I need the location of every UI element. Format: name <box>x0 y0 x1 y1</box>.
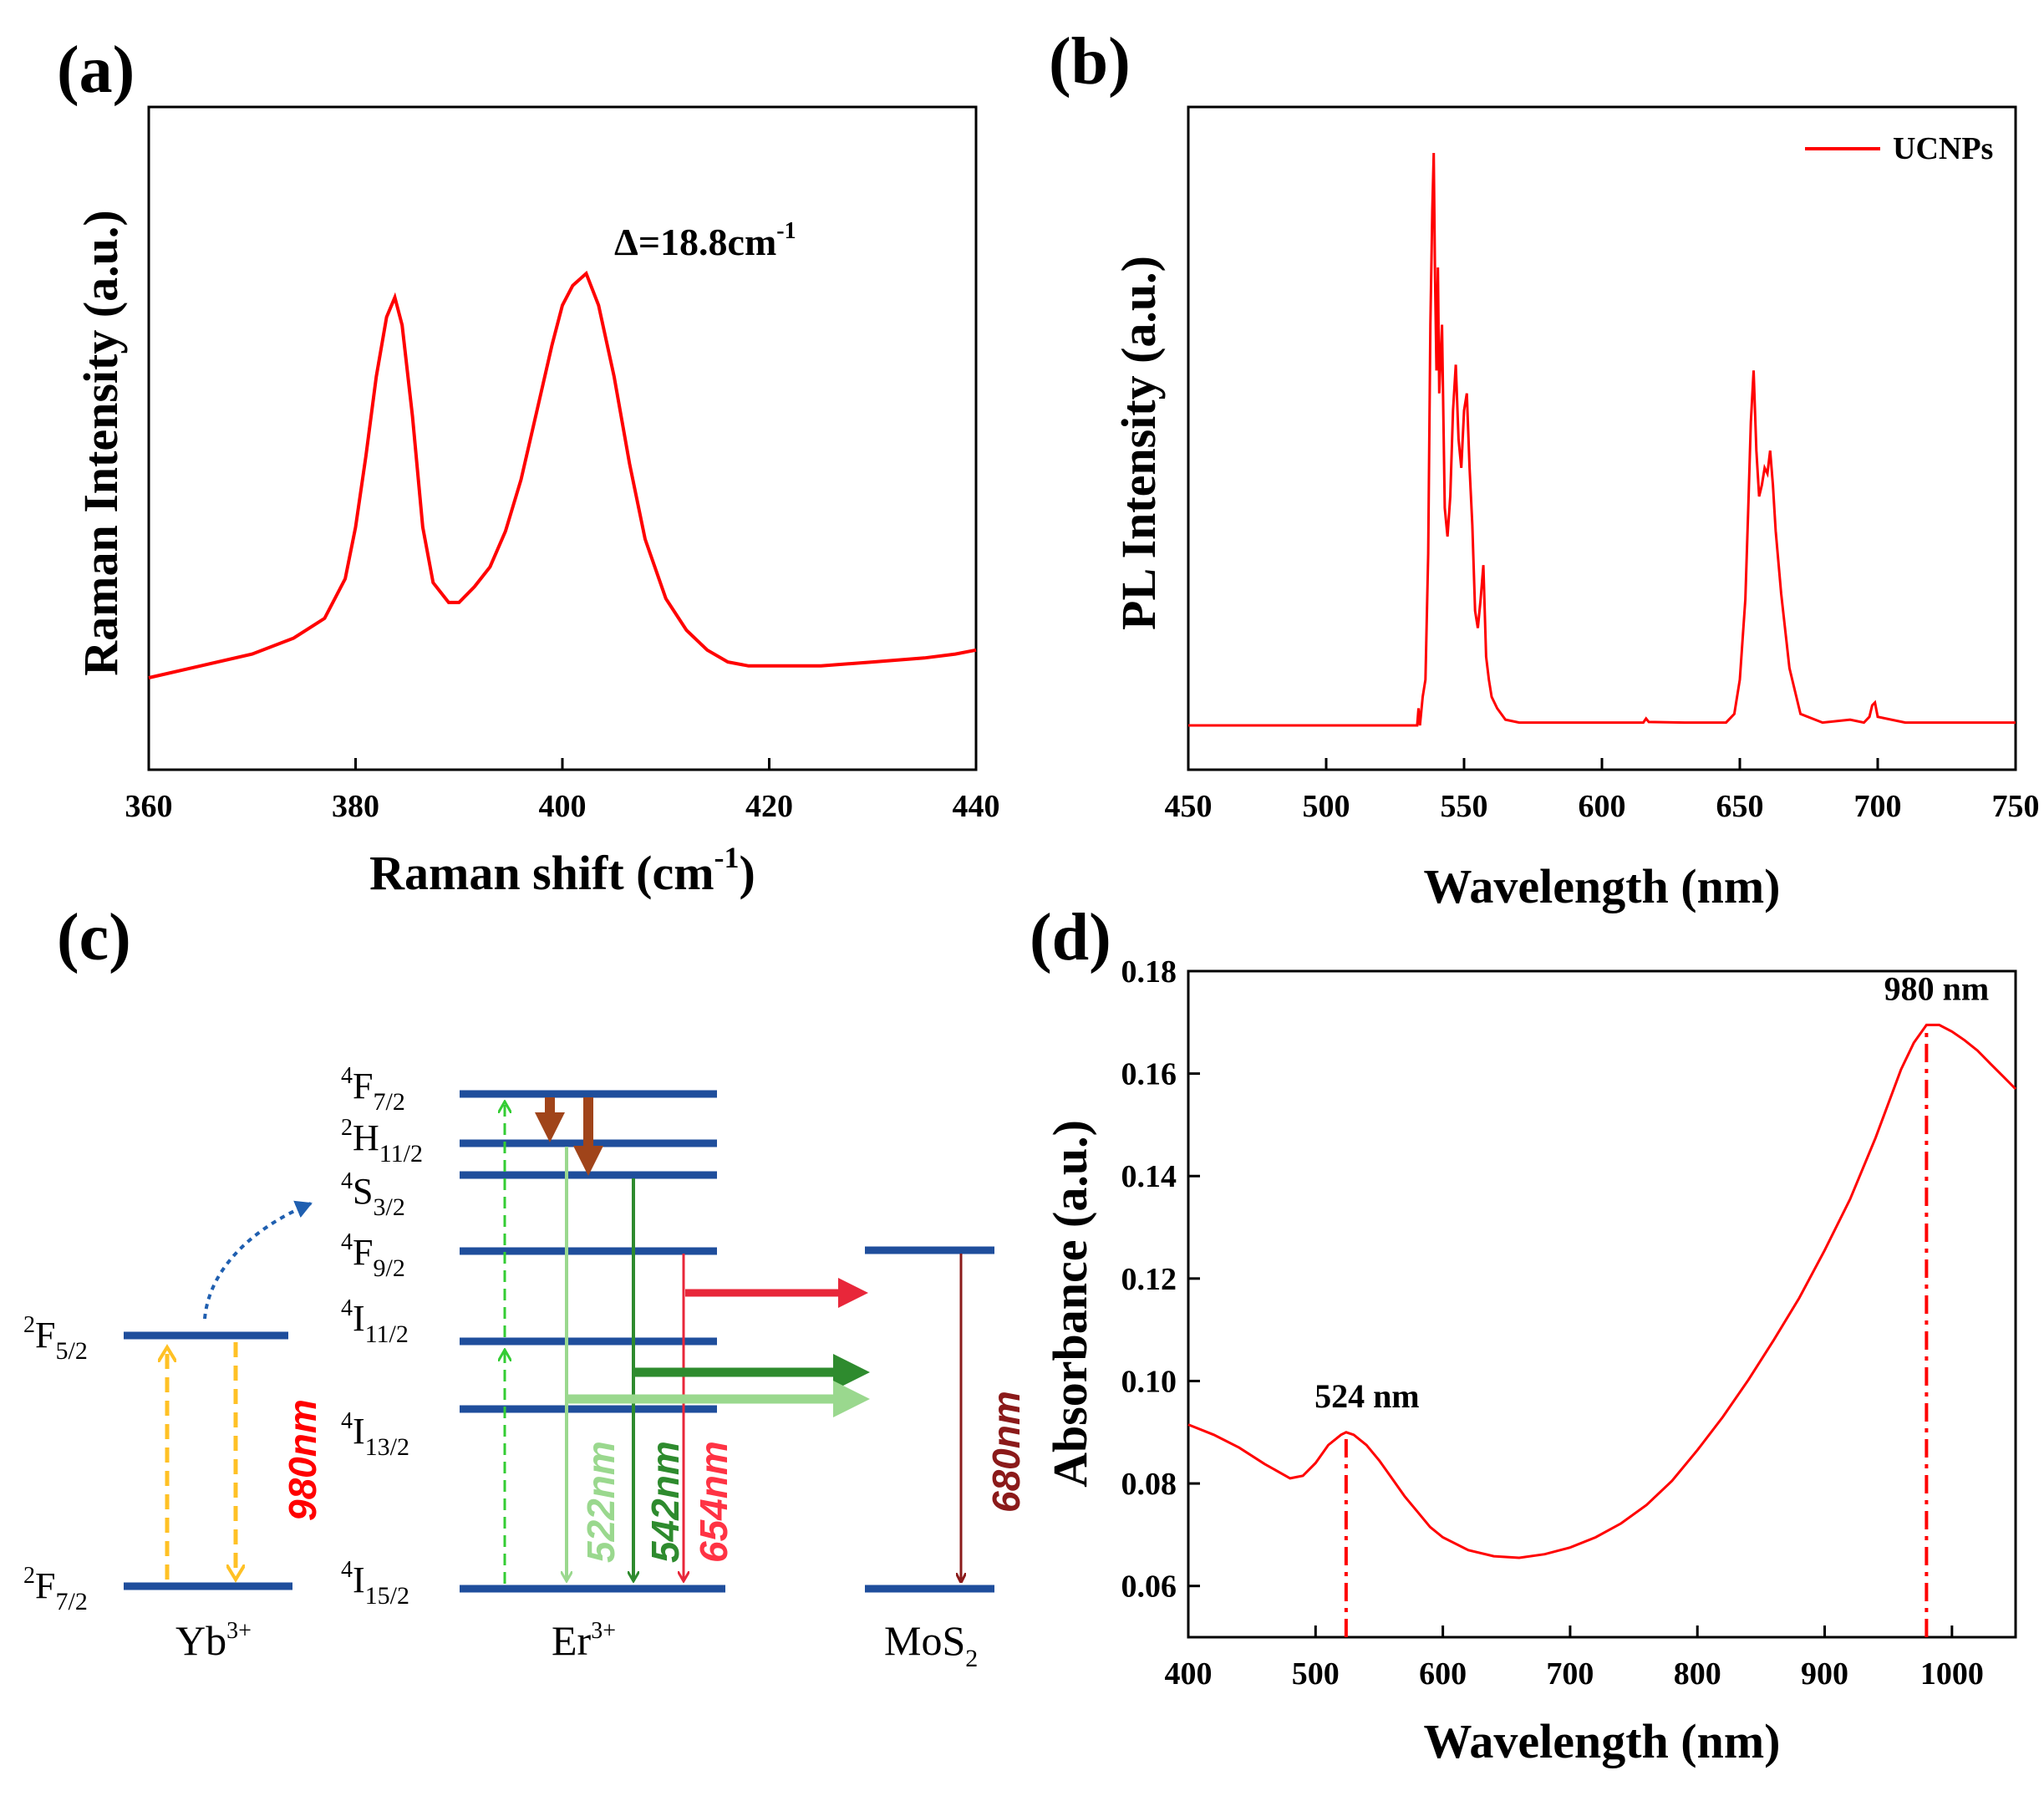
panel-d-ytick-label: 0.12 <box>1121 1262 1177 1297</box>
wavelength-522nm: 522nm <box>579 1441 623 1563</box>
panel-d-ytick-label: 0.18 <box>1121 954 1177 990</box>
panel-b-label: (b) <box>1049 25 1131 99</box>
panel-d-frame <box>1187 969 2017 1639</box>
panel-a-xtick-label: 360 <box>125 789 173 824</box>
panel-b-xtick-label: 450 <box>1165 789 1213 824</box>
panel-b: (b) 450 500 550 600 650 700 750 UCNPs Waveleng… <box>1049 25 2040 913</box>
raman-series-line <box>148 270 977 679</box>
panel-d-xlabel: Wavelength (nm) <box>1424 1714 1781 1768</box>
panel-a-xtick-label: 440 <box>953 789 1000 824</box>
panel-d-xtick-label: 1000 <box>1920 1656 1984 1692</box>
panel-b-xlabel: Wavelength (nm) <box>1424 859 1781 913</box>
panel-b-xtick-label: 700 <box>1854 789 1902 824</box>
panel-c-energy-diagram: (c) 2F5/2 2F7/2 980nm Yb3+ 4F7/2 2H11/2 … <box>23 901 1028 1672</box>
panel-d-label: (d) <box>1030 901 1111 974</box>
panel-d-ytick-label: 0.06 <box>1121 1570 1177 1605</box>
wavelength-680nm: 680nm <box>984 1391 1028 1513</box>
panel-a-label: (a) <box>57 33 135 107</box>
panel-d-xtick-label: 700 <box>1546 1656 1594 1692</box>
er-level-label-0: 4F7/2 <box>341 1063 405 1116</box>
er-level-label-3: 4F9/2 <box>341 1229 405 1282</box>
absorbance-marker-label: 524 nm <box>1314 1377 1420 1415</box>
panel-d-ytick-label: 0.14 <box>1121 1159 1177 1194</box>
yb-level-label-upper: 2F5/2 <box>23 1312 88 1365</box>
panel-b-frame <box>1187 105 2017 771</box>
panel-d-xtick-label: 400 <box>1165 1656 1213 1692</box>
legend-ucnps-label: UCNPs <box>1893 131 1993 166</box>
er-level-label-5: 4I13/2 <box>341 1408 409 1461</box>
er-level-label-6: 4I15/2 <box>341 1557 409 1610</box>
panel-d-xtick-label: 800 <box>1674 1656 1721 1692</box>
panel-b-xtick-label: 750 <box>1992 789 2040 824</box>
panel-a-xtick-label: 380 <box>332 789 379 824</box>
panel-c-label: (c) <box>57 901 131 974</box>
panel-a-ylabel: Raman Intensity (a.u.) <box>74 210 128 676</box>
panel-d-xtick-label: 500 <box>1292 1656 1340 1692</box>
er-level-label-2: 4S3/2 <box>341 1168 405 1221</box>
panel-d-ytick-label: 0.16 <box>1121 1057 1177 1092</box>
panel-b-xtick-label: 650 <box>1716 789 1764 824</box>
pl-series-line <box>1188 152 2016 727</box>
wavelength-980nm: 980nm <box>281 1399 324 1521</box>
panel-b-xtick-label: 550 <box>1441 789 1488 824</box>
er-level-label-1: 2H11/2 <box>341 1115 423 1168</box>
panel-a: (a) 360 380 400 420 440 Δ=18.8cm-1 Raman shi… <box>57 33 1000 900</box>
panel-a-xtick-label: 400 <box>539 789 587 824</box>
er-level-label-4: 4I11/2 <box>341 1295 409 1348</box>
panel-d: (d) 400 500 600 700 800 900 1000 0.06 0.08 0.10 0.… <box>1030 901 2017 1768</box>
panel-a-frame <box>147 105 978 771</box>
panel-b-ylabel: PL Intensity (a.u.) <box>1111 256 1166 630</box>
absorbance-series-line <box>1187 1023 2017 1559</box>
panel-d-ytick-label: 0.08 <box>1121 1467 1177 1502</box>
ion-er: Er3+ <box>552 1617 616 1664</box>
panel-a-xtick-label: 420 <box>745 789 793 824</box>
panel-b-xtick-label: 500 <box>1303 789 1350 824</box>
absorbance-marker-label: 980 nm <box>1884 969 1990 1007</box>
ion-mos2: MoS2 <box>884 1617 978 1672</box>
raman-delta-annotation: Δ=18.8cm-1 <box>614 218 796 263</box>
wavelength-542nm: 542nm <box>643 1441 687 1563</box>
wavelength-654nm: 654nm <box>692 1441 735 1563</box>
panel-d-xtick-label: 600 <box>1419 1656 1467 1692</box>
panel-d-ylabel: Absorbance (a.u.) <box>1043 1120 1097 1488</box>
panel-b-xtick-label: 600 <box>1579 789 1626 824</box>
panel-d-ytick-label: 0.10 <box>1121 1364 1177 1399</box>
panel-a-xlabel: Raman shift (cm-1) <box>369 841 755 900</box>
ion-yb: Yb3+ <box>175 1617 252 1664</box>
yb-level-label-lower: 2F7/2 <box>23 1563 88 1615</box>
panel-d-xtick-label: 900 <box>1801 1656 1848 1692</box>
energy-transfer-arrow <box>203 1200 313 1320</box>
